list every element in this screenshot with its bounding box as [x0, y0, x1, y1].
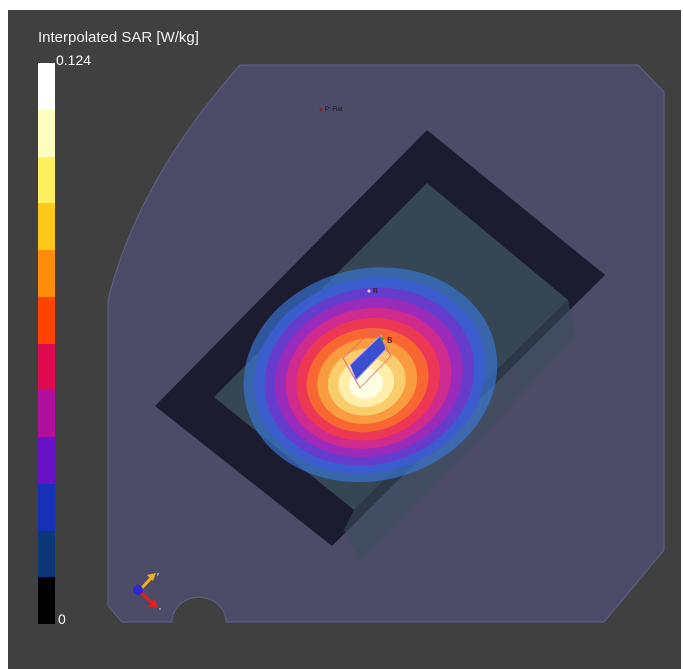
- colorbar-band: [38, 483, 55, 531]
- colorbar-band: [38, 156, 55, 204]
- colorbar-band: [38, 530, 55, 578]
- phantom-point-marker: [319, 108, 323, 112]
- point-b-label: B: [387, 336, 392, 345]
- colorbar-band: [38, 577, 55, 624]
- point-r-marker: [367, 289, 371, 293]
- colorbar-max-label: 0.124: [56, 52, 92, 68]
- colorbar-band: [38, 250, 55, 297]
- colorbar-min-label: 0: [58, 611, 66, 627]
- colorbar-band: [38, 109, 55, 157]
- colorbar-band: [38, 296, 55, 344]
- colorbar-title: Interpolated SAR [W/kg]: [38, 29, 199, 46]
- axis-y-arrowhead-icon: [147, 573, 156, 581]
- colorbar-band: [38, 343, 55, 391]
- colorbar-band: [38, 437, 55, 484]
- sar-contour-plot: [243, 267, 498, 483]
- axis-z-origin-icon: [133, 585, 143, 595]
- point-b-marker: [380, 337, 384, 341]
- axis-x-arrowhead-icon: [148, 599, 158, 608]
- axis-tiny-label: x: [159, 606, 161, 611]
- sar-scene[interactable]: P: Flat R B y x: [8, 10, 681, 669]
- probe-edge-line: [342, 357, 361, 389]
- measurement-probe: [342, 327, 392, 389]
- probe-edge-line: [374, 327, 392, 357]
- colorbar-band: [38, 390, 55, 437]
- colorbar-band: [38, 203, 55, 250]
- colorbar-band: [38, 63, 55, 110]
- sar-colorbar: [38, 63, 55, 624]
- axes-orientation-icon[interactable]: y x: [133, 571, 161, 611]
- axis-tiny-label: y: [157, 571, 159, 576]
- 3d-viewport[interactable]: P: Flat R B y x Interpolated SAR [W/kg] …: [8, 10, 681, 669]
- point-r-label: R: [373, 288, 378, 295]
- probe-block: [349, 334, 387, 381]
- phantom-point-label: P: Flat: [325, 107, 343, 113]
